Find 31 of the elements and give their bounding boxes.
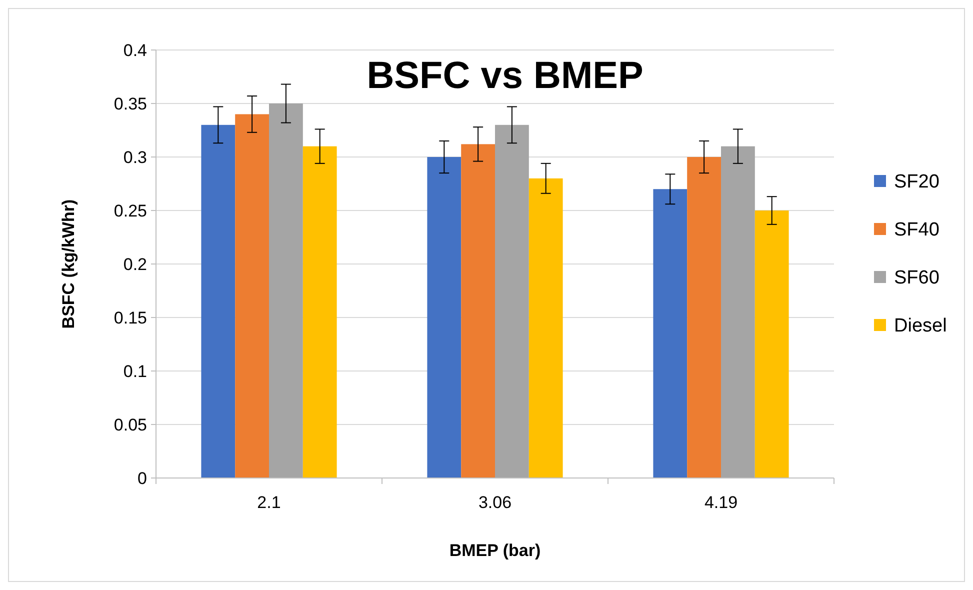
chart-title: BSFC vs BMEP (366, 55, 644, 97)
bar (528, 178, 563, 478)
bar (269, 104, 303, 478)
y-tick-label: 0.3 (123, 148, 147, 167)
bar (302, 146, 337, 478)
y-tick-label: 0.1 (123, 362, 147, 381)
bar (721, 146, 755, 478)
bar (653, 189, 688, 478)
bar (687, 157, 721, 478)
x-tick-label: 3.06 (478, 493, 512, 512)
bar (427, 157, 462, 478)
bar (201, 124, 236, 478)
legend-label: SF40 (894, 220, 940, 241)
x-tick-label: 4.19 (704, 493, 738, 512)
y-tick-label: 0.25 (114, 201, 147, 220)
bar (461, 144, 495, 478)
bar (495, 124, 529, 478)
bar (235, 114, 269, 478)
x-tick-label: 2.1 (257, 493, 281, 512)
x-axis-title: BMEP (bar) (449, 541, 541, 560)
y-tick-label: 0.15 (114, 308, 147, 328)
y-tick-label: 0.4 (123, 40, 147, 60)
bar (754, 210, 789, 478)
y-tick-label: 0.35 (114, 94, 147, 114)
y-axis-title: BSFC (kg/kWhr) (59, 199, 78, 329)
y-tick-label: 0.2 (123, 254, 147, 274)
legend-label: Diesel (894, 316, 947, 337)
legend-label: SF20 (894, 172, 940, 193)
legend-label: SF60 (894, 268, 940, 289)
y-tick-label: 0 (138, 468, 147, 488)
y-tick-label: 0.05 (114, 415, 147, 434)
